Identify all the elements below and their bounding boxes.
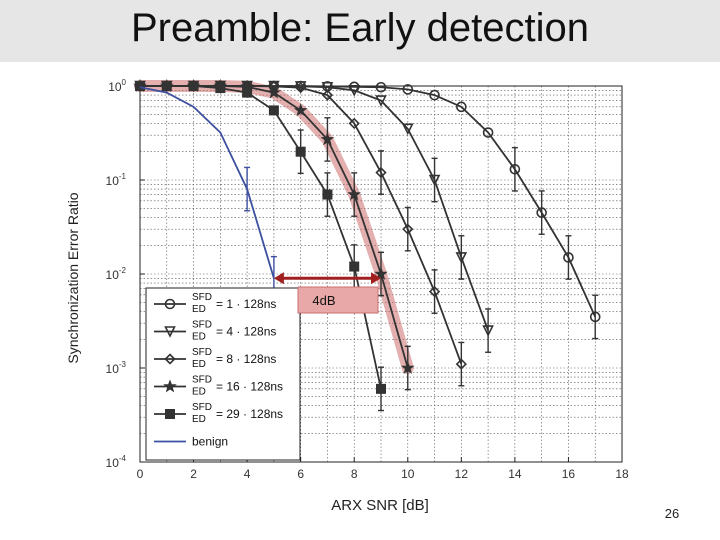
data-point — [268, 105, 279, 116]
data-point — [267, 85, 281, 99]
data-point — [375, 95, 387, 107]
annotation-arrow-left — [273, 272, 284, 285]
data-point — [293, 103, 308, 117]
annotation-label: 4dB — [312, 293, 335, 308]
data-point — [215, 83, 226, 94]
annotation: 4dB — [273, 272, 381, 314]
data-point — [295, 146, 306, 157]
legend-label-ed: ED — [192, 387, 206, 398]
data-point — [164, 326, 176, 338]
data-point — [374, 266, 388, 280]
y-tick-label: 10-4 — [106, 454, 127, 470]
data-point — [161, 81, 172, 91]
series-5 — [135, 81, 386, 412]
legend-label-sfd: SFD — [192, 375, 212, 386]
data-point — [321, 81, 334, 94]
y-axis-label: Synchronization Error Ratio — [65, 192, 81, 364]
data-point — [402, 84, 414, 95]
data-point — [455, 252, 468, 264]
legend-label-sfd: SFD — [192, 320, 212, 331]
x-tick-label: 14 — [508, 467, 522, 481]
x-tick-label: 2 — [190, 467, 197, 481]
data-point — [242, 87, 253, 98]
data-point — [347, 187, 361, 201]
legend-label-sfd: SFD — [192, 402, 212, 413]
x-tick-label: 18 — [615, 467, 629, 481]
data-point — [456, 101, 467, 113]
data-point — [164, 298, 176, 310]
legend-label-value: = 16 · 128ns — [216, 380, 283, 394]
slide-title: Preamble: Early detection — [130, 6, 589, 50]
y-tick-label: 10-1 — [106, 172, 127, 188]
data-point — [349, 261, 360, 272]
data-point — [163, 379, 177, 393]
x-tick-label: 4 — [244, 467, 251, 481]
data-point — [348, 117, 360, 130]
legend-label-ed: ED — [192, 304, 206, 315]
data-point — [321, 89, 334, 101]
series-line — [140, 85, 382, 390]
legend-label-value: = 29 · 128ns — [216, 407, 283, 421]
x-tick-label: 10 — [401, 467, 415, 481]
data-point — [482, 325, 494, 337]
data-point — [375, 166, 387, 179]
legend-label-value: benign — [192, 435, 228, 449]
data-point — [536, 207, 547, 218]
page-number: 26 — [664, 506, 680, 521]
x-axis-label: ARX SNR [dB] — [331, 497, 429, 514]
data-point — [482, 127, 494, 138]
data-point — [429, 89, 440, 101]
data-point — [509, 163, 521, 175]
data-point — [188, 81, 199, 91]
data-point — [589, 311, 601, 323]
data-point — [401, 123, 414, 136]
y-tick-label: 10-2 — [106, 266, 127, 282]
data-point — [375, 81, 387, 93]
y-tick-label: 10-3 — [106, 360, 127, 376]
x-tick-label: 0 — [137, 467, 144, 481]
data-point — [164, 353, 176, 365]
data-point — [376, 383, 386, 394]
legend-label-sfd: SFD — [192, 347, 212, 358]
legend-label-sfd: SFD — [192, 292, 212, 303]
x-tick-label: 12 — [455, 467, 469, 481]
data-point — [322, 189, 333, 200]
data-point — [428, 285, 441, 298]
data-point — [320, 132, 335, 146]
series-line — [139, 86, 275, 279]
annotation-box — [297, 286, 379, 314]
x-tick-label: 8 — [351, 467, 358, 481]
legend-label-value: = 8 · 128ns — [216, 352, 276, 366]
data-point — [348, 85, 361, 97]
legend-label-ed: ED — [192, 414, 206, 425]
data-point — [295, 82, 307, 94]
legend-label-value: = 1 · 128ns — [216, 297, 276, 311]
legend-box — [145, 287, 301, 461]
legend-label-value: = 4 · 128ns — [216, 325, 276, 339]
legend-label-ed: ED — [192, 332, 206, 343]
data-point — [401, 360, 415, 374]
legend-label-ed: ED — [192, 359, 206, 370]
y-tick-label: 100 — [108, 78, 126, 94]
data-point — [563, 252, 574, 263]
data-point — [428, 174, 441, 187]
data-point — [135, 81, 145, 91]
title-bar — [0, 0, 720, 62]
data-point — [455, 358, 467, 370]
x-tick-label: 16 — [562, 467, 576, 481]
x-tick-label: 6 — [297, 467, 304, 481]
data-point — [402, 223, 414, 235]
data-point — [165, 409, 175, 419]
annotation-arrow-right — [371, 272, 381, 285]
